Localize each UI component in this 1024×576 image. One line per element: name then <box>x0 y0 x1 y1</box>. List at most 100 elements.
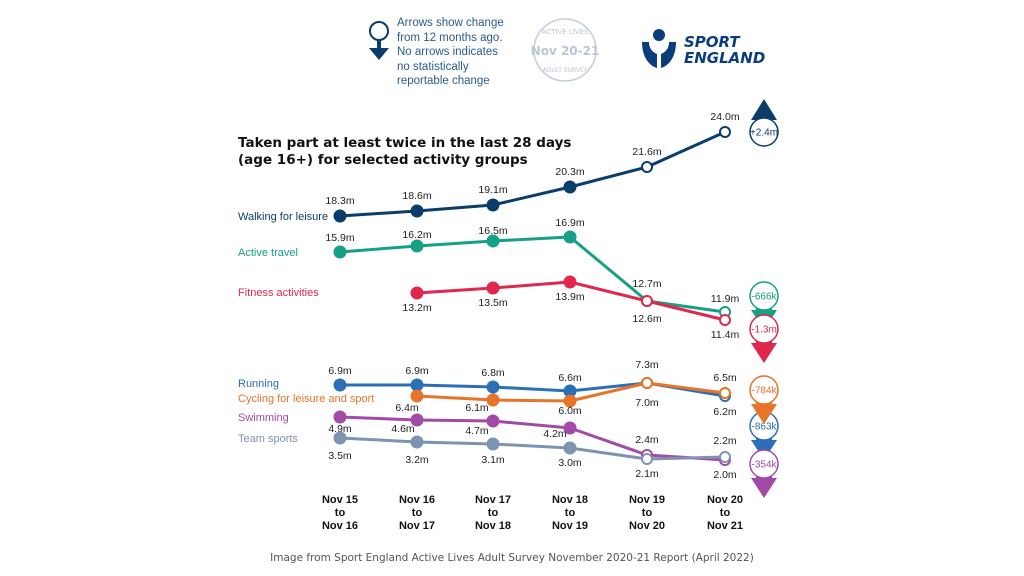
walking-for-leisure-data-label: 21.6m <box>632 146 661 158</box>
team-sports-data-label: 3.1m <box>481 454 505 466</box>
swimming-line <box>339 415 726 462</box>
legend-line-4: no statistically <box>397 60 469 73</box>
swimming-data-label: 2.4m <box>635 434 659 446</box>
x-tick-label: Nov 17 <box>399 520 435 532</box>
cycling-for-leisure-and-sport-data-label: 6.5m <box>713 372 737 384</box>
swimming-change-label: -354k <box>751 460 777 471</box>
swimming-point <box>410 413 424 427</box>
fitness-activities-change-label: -1.3m <box>751 325 777 336</box>
walking-for-leisure-line <box>339 130 726 218</box>
badge-middle-text: Nov 20-21 <box>531 44 600 58</box>
legend-line-3: No arrows indicates <box>397 46 498 58</box>
swimming-series-label: Swimming <box>238 412 289 424</box>
fitness-activities-data-label: 13.2m <box>402 302 431 314</box>
arrow-legend-note: Arrows show change from 12 months ago. N… <box>397 16 517 89</box>
walking-for-leisure-data-label: 18.6m <box>402 190 431 202</box>
cycling-for-leisure-and-sport-point <box>486 393 500 407</box>
active-travel-change-label: -666k <box>751 292 777 303</box>
walking-for-leisure-series-label: Walking for leisure <box>238 211 328 223</box>
swimming-data-label: 4.7m <box>465 425 489 437</box>
fitness-activities-data-label: 11.4m <box>711 329 740 341</box>
team-sports-point <box>486 437 500 451</box>
running-data-label: 6.6m <box>558 372 582 384</box>
x-tick-label: Nov 16 <box>322 520 358 532</box>
legend-line-2: from 12 months ago. <box>397 31 503 44</box>
fitness-activities-data-label: 12.6m <box>632 313 661 325</box>
walking-for-leisure-change-arrow-icon <box>751 99 777 120</box>
sport-england-logo-icon <box>638 28 680 75</box>
cycling-for-leisure-and-sport-data-label: 6.4m <box>395 402 419 414</box>
team-sports-data-label: 2.1m <box>635 468 659 480</box>
walking-for-leisure-data-label: 19.1m <box>478 184 507 196</box>
running-point <box>410 378 424 392</box>
walking-for-leisure-data-label: 20.3m <box>555 166 584 178</box>
walking-for-leisure-data-label: 24.0m <box>710 111 739 123</box>
active-travel-point <box>486 234 500 248</box>
team-sports-data-label: 3.2m <box>405 454 429 466</box>
cycling-for-leisure-and-sport-point <box>719 387 731 399</box>
active-travel-point <box>563 230 577 244</box>
active-travel-data-label: 16.5m <box>478 225 507 237</box>
active-travel-series-label: Active travel <box>238 247 298 259</box>
active-travel-change-badge <box>749 281 779 311</box>
running-data-label: 6.9m <box>405 365 429 377</box>
team-sports-point <box>333 431 347 445</box>
active-travel-point <box>333 245 347 259</box>
swimming-data-label: 4.6m <box>391 423 415 435</box>
team-sports-point <box>641 453 653 465</box>
cycling-for-leisure-and-sport-change-arrow-icon <box>751 404 777 424</box>
cycling-for-leisure-and-sport-point <box>563 394 577 408</box>
running-data-label: 6.2m <box>713 406 737 418</box>
active-travel-data-label: 11.9m <box>711 293 740 305</box>
fitness-activities-data-label: 13.5m <box>478 297 507 309</box>
cycling-for-leisure-and-sport-point <box>641 377 653 389</box>
chart-title-line-2: (age 16+) for selected activity groups <box>238 152 528 168</box>
arrow-legend-icon <box>366 20 392 69</box>
swimming-change-arrow-icon <box>751 478 777 498</box>
cycling-for-leisure-and-sport-data-label: 6.1m <box>465 402 489 414</box>
active-travel-data-label: 16.9m <box>555 217 584 229</box>
swimming-point <box>486 414 500 428</box>
image-credit: Image from Sport England Active Lives Ad… <box>270 552 754 564</box>
running-series-label: Running <box>238 378 279 390</box>
x-tick-label: to <box>565 507 576 519</box>
x-tick-label: Nov 17 <box>475 494 511 506</box>
active-travel-line <box>339 235 726 314</box>
cycling-for-leisure-and-sport-change-badge <box>749 375 779 405</box>
fitness-activities-point <box>410 286 424 300</box>
chart-title: Taken part at least twice in the last 28… <box>238 135 571 169</box>
walking-for-leisure-point <box>486 198 500 212</box>
team-sports-point <box>719 451 731 463</box>
swimming-change-badge <box>749 449 779 479</box>
active-travel-data-label: 15.9m <box>325 232 354 244</box>
walking-for-leisure-data-label: 18.3m <box>325 195 354 207</box>
x-tick-label: Nov 15 <box>322 494 358 506</box>
running-data-label: 6.8m <box>481 367 505 379</box>
team-sports-data-label: 2.2m <box>713 435 737 447</box>
cycling-for-leisure-and-sport-series-label: Cycling for leisure and sport <box>238 393 374 405</box>
logo-line-2: ENGLAND <box>684 49 766 67</box>
running-point <box>486 380 500 394</box>
badge-bottom-text: ADULT SURVEY <box>543 67 588 74</box>
fitness-activities-change-arrow-icon <box>751 343 777 363</box>
sport-england-logo-text: SPORT ENGLAND <box>684 34 765 66</box>
active-lives-badge: ACTIVE LIVES Nov 20-21 ADULT SURVEY <box>525 16 605 89</box>
cycling-for-leisure-and-sport-data-label: 7.3m <box>635 359 659 371</box>
cycling-for-leisure-and-sport-point <box>410 389 424 403</box>
badge-top-text: ACTIVE LIVES <box>542 28 590 36</box>
cycling-for-leisure-and-sport-data-label: 6.0m <box>558 405 582 417</box>
walking-for-leisure-point <box>333 209 347 223</box>
active-travel-data-label: 16.2m <box>402 229 431 241</box>
x-tick-label: to <box>642 507 653 519</box>
running-change-label: -863k <box>751 422 777 433</box>
swimming-data-label: 2.0m <box>713 469 737 481</box>
walking-for-leisure-point <box>410 204 424 218</box>
fitness-activities-point <box>641 295 653 307</box>
running-data-label: 7.0m <box>635 397 659 409</box>
running-point <box>333 378 347 392</box>
running-data-label: 6.9m <box>328 365 352 377</box>
walking-for-leisure-point <box>641 161 653 173</box>
legend-line-1: Arrows show change <box>397 17 504 29</box>
walking-for-leisure-change-label: +2.4m <box>750 128 778 139</box>
team-sports-point <box>410 435 424 449</box>
